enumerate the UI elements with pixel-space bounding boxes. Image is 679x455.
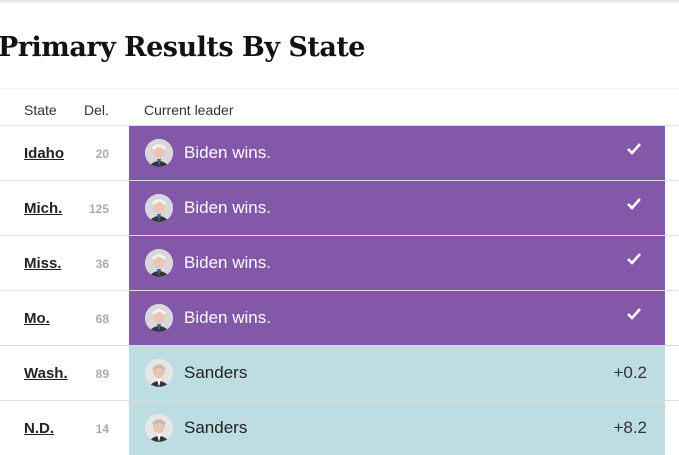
delegates: 68 bbox=[95, 312, 109, 326]
leader-text: Sanders bbox=[184, 418, 248, 437]
check-icon bbox=[627, 307, 641, 325]
title: Primary Results By State bbox=[0, 32, 365, 63]
delegates: 20 bbox=[95, 147, 109, 161]
leader-text: Biden wins. bbox=[184, 308, 271, 327]
leader-cell: Biden wins. bbox=[129, 291, 665, 345]
table-row: N.D. 14 Sanders +8.2 bbox=[0, 400, 679, 455]
leader-cell: Sanders +0.2 bbox=[129, 346, 665, 400]
candidate-photo bbox=[145, 249, 173, 277]
column-header: State bbox=[24, 102, 57, 118]
leader-text: Biden wins. bbox=[184, 198, 271, 217]
candidate-photo bbox=[145, 359, 173, 387]
delegates: 14 bbox=[95, 422, 109, 436]
state-link[interactable]: Miss. bbox=[24, 255, 62, 272]
check-art bbox=[627, 143, 641, 155]
check-icon bbox=[627, 197, 641, 215]
delegates: 89 bbox=[95, 367, 109, 381]
state-link[interactable]: Wash. bbox=[24, 365, 68, 382]
leader-text: Biden wins. bbox=[184, 143, 271, 162]
delegates: 36 bbox=[95, 257, 109, 271]
state-link[interactable]: Mo. bbox=[24, 310, 50, 327]
avatar-art bbox=[145, 359, 173, 387]
margin: +8.2 bbox=[613, 418, 647, 437]
check-art bbox=[627, 198, 641, 210]
check-icon bbox=[627, 142, 641, 160]
table-row: Mich. 125 Biden wins. bbox=[0, 180, 679, 235]
candidate-photo bbox=[145, 139, 173, 167]
check-art bbox=[627, 253, 641, 265]
table-row: Miss. 36 Biden wins. bbox=[0, 235, 679, 290]
candidate-photo bbox=[145, 414, 173, 442]
table-row: Idaho 20 Biden wins. bbox=[0, 125, 679, 180]
divider bbox=[0, 88, 679, 89]
table-row: Mo. 68 Biden wins. bbox=[0, 290, 679, 345]
margin: +0.2 bbox=[613, 363, 647, 382]
avatar-art bbox=[145, 414, 173, 442]
check-icon bbox=[627, 252, 641, 270]
avatar-art bbox=[145, 194, 173, 222]
leader-cell: Biden wins. bbox=[129, 126, 665, 180]
candidate-photo bbox=[145, 304, 173, 332]
top-shadow bbox=[0, 0, 679, 4]
leader-text: Biden wins. bbox=[184, 253, 271, 272]
leader-cell: Sanders +8.2 bbox=[129, 401, 665, 455]
avatar-art bbox=[145, 249, 173, 277]
avatar-art bbox=[145, 304, 173, 332]
leader-cell: Biden wins. bbox=[129, 181, 665, 235]
state-link[interactable]: Mich. bbox=[24, 200, 63, 217]
state-link[interactable]: Idaho bbox=[24, 145, 64, 162]
column-header: Del. bbox=[84, 102, 109, 118]
leader-cell: Biden wins. bbox=[129, 236, 665, 290]
check-art bbox=[627, 308, 641, 320]
candidate-photo bbox=[145, 194, 173, 222]
column-header: Current leader bbox=[144, 102, 234, 118]
leader-text: Sanders bbox=[184, 363, 248, 382]
table-row: Wash. 89 Sanders +0.2 bbox=[0, 345, 679, 400]
delegates: 125 bbox=[88, 202, 109, 216]
state-link[interactable]: N.D. bbox=[24, 420, 54, 437]
avatar-art bbox=[145, 139, 173, 167]
